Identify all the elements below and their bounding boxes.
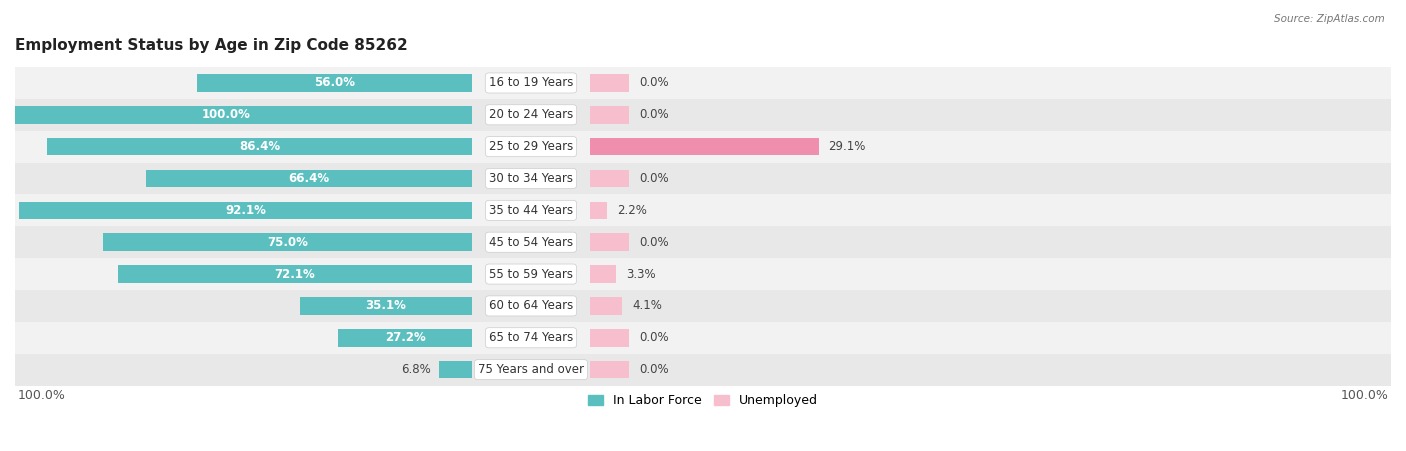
Text: 55 to 59 Years: 55 to 59 Years	[489, 267, 574, 281]
Text: 72.1%: 72.1%	[274, 267, 315, 281]
Text: 100.0%: 100.0%	[1341, 389, 1389, 402]
Text: 0.0%: 0.0%	[640, 331, 669, 344]
Bar	[15, 354, 1391, 386]
Bar	[15, 258, 1391, 290]
Text: 60 to 64 Years: 60 to 64 Years	[489, 299, 574, 313]
Bar	[15, 163, 1391, 194]
Bar	[339, 329, 472, 346]
Text: 20 to 24 Years: 20 to 24 Years	[489, 108, 574, 121]
Text: 65 to 74 Years: 65 to 74 Years	[489, 331, 574, 344]
Bar	[15, 131, 1391, 163]
Bar	[591, 170, 630, 187]
Bar	[20, 202, 472, 219]
Text: 30 to 34 Years: 30 to 34 Years	[489, 172, 574, 185]
Text: 56.0%: 56.0%	[314, 77, 354, 89]
Text: 0.0%: 0.0%	[640, 172, 669, 185]
Text: 6.8%: 6.8%	[402, 363, 432, 376]
Bar	[591, 265, 616, 283]
Bar	[0, 106, 472, 124]
Text: 16 to 19 Years: 16 to 19 Years	[489, 77, 574, 89]
Text: 66.4%: 66.4%	[288, 172, 329, 185]
Text: 2.2%: 2.2%	[617, 204, 647, 217]
Bar	[48, 138, 472, 156]
Bar	[146, 170, 472, 187]
Text: 35.1%: 35.1%	[366, 299, 406, 313]
Bar	[104, 234, 472, 251]
Bar	[591, 361, 630, 378]
Bar	[299, 297, 472, 315]
Text: 0.0%: 0.0%	[640, 236, 669, 249]
Text: 45 to 54 Years: 45 to 54 Years	[489, 236, 574, 249]
Text: 75.0%: 75.0%	[267, 236, 308, 249]
Text: Source: ZipAtlas.com: Source: ZipAtlas.com	[1274, 14, 1385, 23]
Text: 86.4%: 86.4%	[239, 140, 280, 153]
Bar	[591, 234, 630, 251]
Text: Employment Status by Age in Zip Code 85262: Employment Status by Age in Zip Code 852…	[15, 37, 408, 53]
Text: 100.0%: 100.0%	[17, 389, 65, 402]
Bar	[591, 138, 818, 156]
Text: 100.0%: 100.0%	[202, 108, 250, 121]
Bar	[197, 74, 472, 92]
Bar	[15, 194, 1391, 226]
Text: 35 to 44 Years: 35 to 44 Years	[489, 204, 574, 217]
Bar	[591, 74, 630, 92]
Text: 0.0%: 0.0%	[640, 108, 669, 121]
Bar	[591, 202, 607, 219]
Bar	[118, 265, 472, 283]
Bar	[15, 67, 1391, 99]
Text: 75 Years and over: 75 Years and over	[478, 363, 583, 376]
Bar	[591, 297, 623, 315]
Bar	[15, 99, 1391, 131]
Text: 27.2%: 27.2%	[385, 331, 426, 344]
Bar	[591, 106, 630, 124]
Text: 4.1%: 4.1%	[633, 299, 662, 313]
Text: 92.1%: 92.1%	[225, 204, 266, 217]
Text: 29.1%: 29.1%	[828, 140, 866, 153]
Legend: In Labor Force, Unemployed: In Labor Force, Unemployed	[583, 389, 823, 412]
Text: 25 to 29 Years: 25 to 29 Years	[489, 140, 574, 153]
Text: 3.3%: 3.3%	[626, 267, 655, 281]
Bar	[439, 361, 472, 378]
Bar	[15, 322, 1391, 354]
Text: 0.0%: 0.0%	[640, 363, 669, 376]
Text: 0.0%: 0.0%	[640, 77, 669, 89]
Bar	[591, 329, 630, 346]
Bar	[15, 226, 1391, 258]
Bar	[15, 290, 1391, 322]
